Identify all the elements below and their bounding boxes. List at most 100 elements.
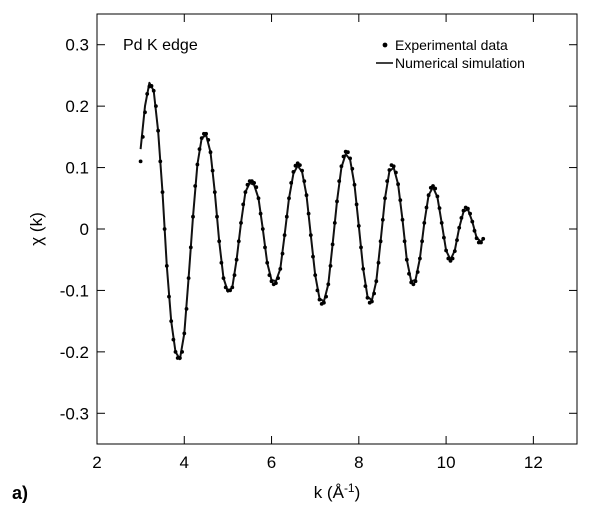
experimental-point — [289, 181, 294, 185]
experimental-point — [472, 228, 477, 233]
experimental-point — [274, 281, 278, 285]
experimental-point — [479, 240, 483, 245]
experimental-point — [204, 131, 209, 136]
x-tick-label: 8 — [354, 453, 363, 472]
x-axis-title-sup: -1 — [344, 481, 355, 495]
experimental-point — [468, 211, 472, 216]
experimental-point — [210, 168, 215, 173]
experimental-point — [411, 282, 416, 287]
experimental-point — [221, 276, 226, 280]
x-axis-ticks: 2 4 6 8 10 12 — [92, 14, 543, 472]
experimental-point — [481, 236, 486, 241]
x-tick-label: 2 — [92, 453, 101, 472]
experimental-point — [402, 239, 407, 244]
experimental-point — [256, 196, 261, 201]
experimental-point — [145, 92, 150, 96]
experimental-point — [171, 337, 176, 342]
experimental-point — [173, 350, 178, 354]
x-axis-title-close: ) — [355, 483, 361, 502]
experimental-point — [376, 260, 381, 265]
experimental-point — [217, 239, 222, 244]
experimental-point — [322, 300, 326, 305]
experimental-point — [378, 239, 383, 244]
experimental-point — [433, 186, 438, 191]
experimental-point — [350, 166, 355, 171]
experimental-point — [315, 288, 320, 293]
experimental-point — [385, 179, 390, 184]
experimental-point — [442, 235, 446, 240]
edge-annotation: Pd K edge — [123, 37, 198, 54]
experimental-point — [223, 285, 228, 290]
experimental-point — [452, 249, 457, 254]
experimental-point — [339, 164, 344, 169]
experimental-point — [435, 194, 440, 199]
experimental-point — [151, 88, 156, 93]
experimental-point — [352, 182, 357, 187]
experimental-point — [420, 239, 424, 244]
experimental-point — [186, 276, 191, 280]
experimental-point — [215, 214, 219, 219]
x-axis-title-main: k (Å — [314, 483, 345, 502]
y-tick-label: -0.2 — [60, 343, 89, 362]
experimental-point — [278, 267, 283, 271]
experimental-point — [455, 238, 459, 243]
x-tick-label: 12 — [524, 453, 543, 472]
experimental-point — [470, 219, 475, 224]
experimental-point — [293, 163, 298, 168]
experimental-point — [236, 239, 241, 244]
experimental-point — [197, 147, 202, 152]
experimental-point — [308, 233, 313, 238]
experimental-point — [461, 208, 466, 213]
experimental-point — [466, 206, 470, 211]
experimental-point — [143, 110, 147, 115]
experimental-point — [206, 138, 211, 142]
experimental-point — [230, 285, 235, 290]
experimental-point — [415, 270, 420, 274]
experimental-point — [182, 331, 187, 336]
experimental-point — [154, 104, 158, 108]
legend-marker-experimental — [382, 42, 388, 48]
experimental-point — [140, 135, 145, 139]
y-tick-label: 0.1 — [65, 159, 89, 178]
experimental-point — [193, 184, 198, 188]
experimental-point — [311, 254, 315, 259]
experimental-point — [298, 163, 302, 168]
experimental-point — [328, 264, 333, 268]
experimental-point — [178, 356, 182, 360]
experimental-point — [359, 245, 363, 250]
experimental-point — [313, 273, 318, 277]
experimental-point — [394, 170, 398, 175]
experimental-point — [348, 156, 352, 161]
experimental-point — [265, 260, 270, 265]
experimental-point — [450, 256, 455, 261]
experimental-point — [474, 236, 479, 241]
experimental-point — [219, 260, 224, 265]
experimental-point — [254, 185, 259, 190]
experimental-point — [330, 242, 335, 247]
experimental-point — [245, 182, 250, 187]
experimental-point — [337, 179, 342, 184]
experimental-point — [365, 295, 370, 300]
experimental-point — [459, 216, 464, 220]
experimental-point — [387, 168, 392, 172]
experimental-series — [138, 84, 486, 360]
experimental-point — [267, 273, 272, 277]
experimental-point — [282, 233, 287, 238]
experimental-point — [361, 267, 366, 271]
experimental-point — [287, 196, 291, 201]
experimental-point — [280, 251, 285, 256]
experimental-point — [372, 291, 376, 296]
y-tick-label: 0.3 — [65, 36, 89, 55]
experimental-point — [341, 154, 346, 159]
panel-label: a) — [12, 483, 28, 503]
experimental-point — [437, 206, 442, 211]
simulation-line — [139, 81, 485, 361]
experimental-point — [418, 256, 422, 261]
legend-label-simulation: Numerical simulation — [395, 55, 525, 71]
y-tick-label: 0.2 — [65, 97, 89, 116]
x-axis-title: k (Å-1) — [314, 481, 361, 502]
x-tick-label: 4 — [180, 453, 189, 472]
experimental-point — [149, 84, 154, 88]
experimental-point — [284, 214, 289, 219]
